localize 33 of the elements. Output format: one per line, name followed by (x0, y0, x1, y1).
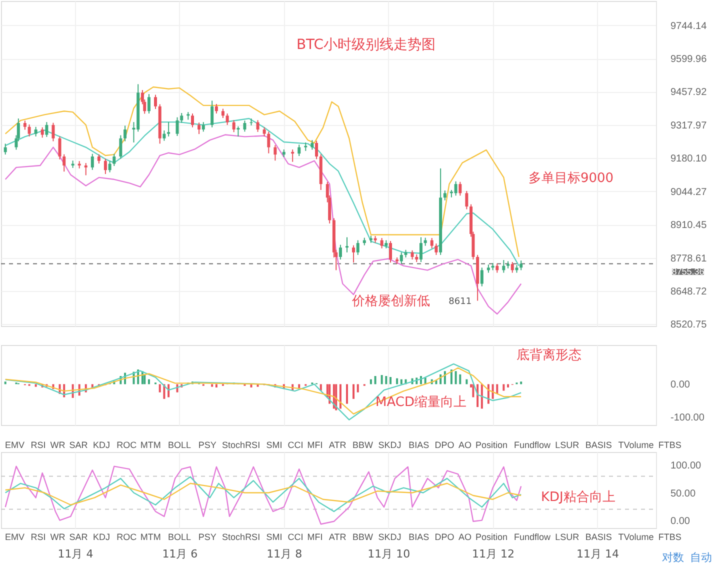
annotation: 多单目标9000 (528, 171, 614, 186)
y-tick-label: 9180.10 (670, 154, 708, 165)
y-tick-label: 9457.92 (670, 87, 708, 98)
y-tick-label: 8520.75 (670, 320, 708, 331)
y-tick-label: 8910.45 (670, 220, 708, 232)
text: 对数 (662, 551, 684, 564)
y-tick-label: 9317.97 (670, 120, 708, 132)
text: EMV RSI WR SAR KDJ ROC MTM BOLL PSY StochRSI SMI CCI MFI ATR BBW SKDJ BIAS DPO AO Position Fundflow LSUR BASIS TVolume FTBS (5, 532, 682, 542)
x-tick-label: 11月 10 (368, 548, 410, 560)
y-tick-label: 50.00 (670, 488, 696, 500)
y-tick-label: 0.00 (670, 380, 690, 391)
y-tick-label: 9599.96 (670, 54, 708, 66)
annotation: MACD缩量向上 (376, 395, 466, 410)
annotation: 价格屡创新低 (351, 294, 430, 309)
y-tick-label: 0.00 (670, 516, 690, 527)
y-tick-label: 100.00 (670, 460, 702, 472)
text: BTC小时级别线走势图 (296, 37, 436, 53)
y-tick-label: 9044.27 (670, 186, 708, 198)
ref-line-label: 8755.36 (672, 266, 704, 277)
text: 自动 (690, 551, 712, 564)
text: EMV RSI WR SAR KDJ ROC MTM BOLL PSY StochRSI SMI CCI MFI ATR BBW SKDJ BIAS DPO AO Position Fundflow LSUR BASIS TVolume FTBS (5, 440, 682, 450)
annotation: KDJ粘合向上 (541, 490, 616, 505)
annotation: 8611 (448, 296, 472, 307)
y-tick-label: -100.00 (670, 412, 705, 424)
y-tick-label: 9744.14 (670, 20, 708, 32)
x-tick-label: 11月 4 (58, 548, 94, 560)
x-tick-label: 11月 8 (266, 548, 302, 560)
annotation: 底背离形态 (516, 347, 582, 363)
x-tick-label: 11月 6 (162, 548, 198, 560)
x-tick-label: 11月 14 (576, 548, 619, 560)
x-tick-label: 11月 12 (472, 548, 515, 560)
y-tick-label: 8778.61 (670, 253, 708, 264)
y-tick-label: 8648.72 (670, 286, 708, 298)
